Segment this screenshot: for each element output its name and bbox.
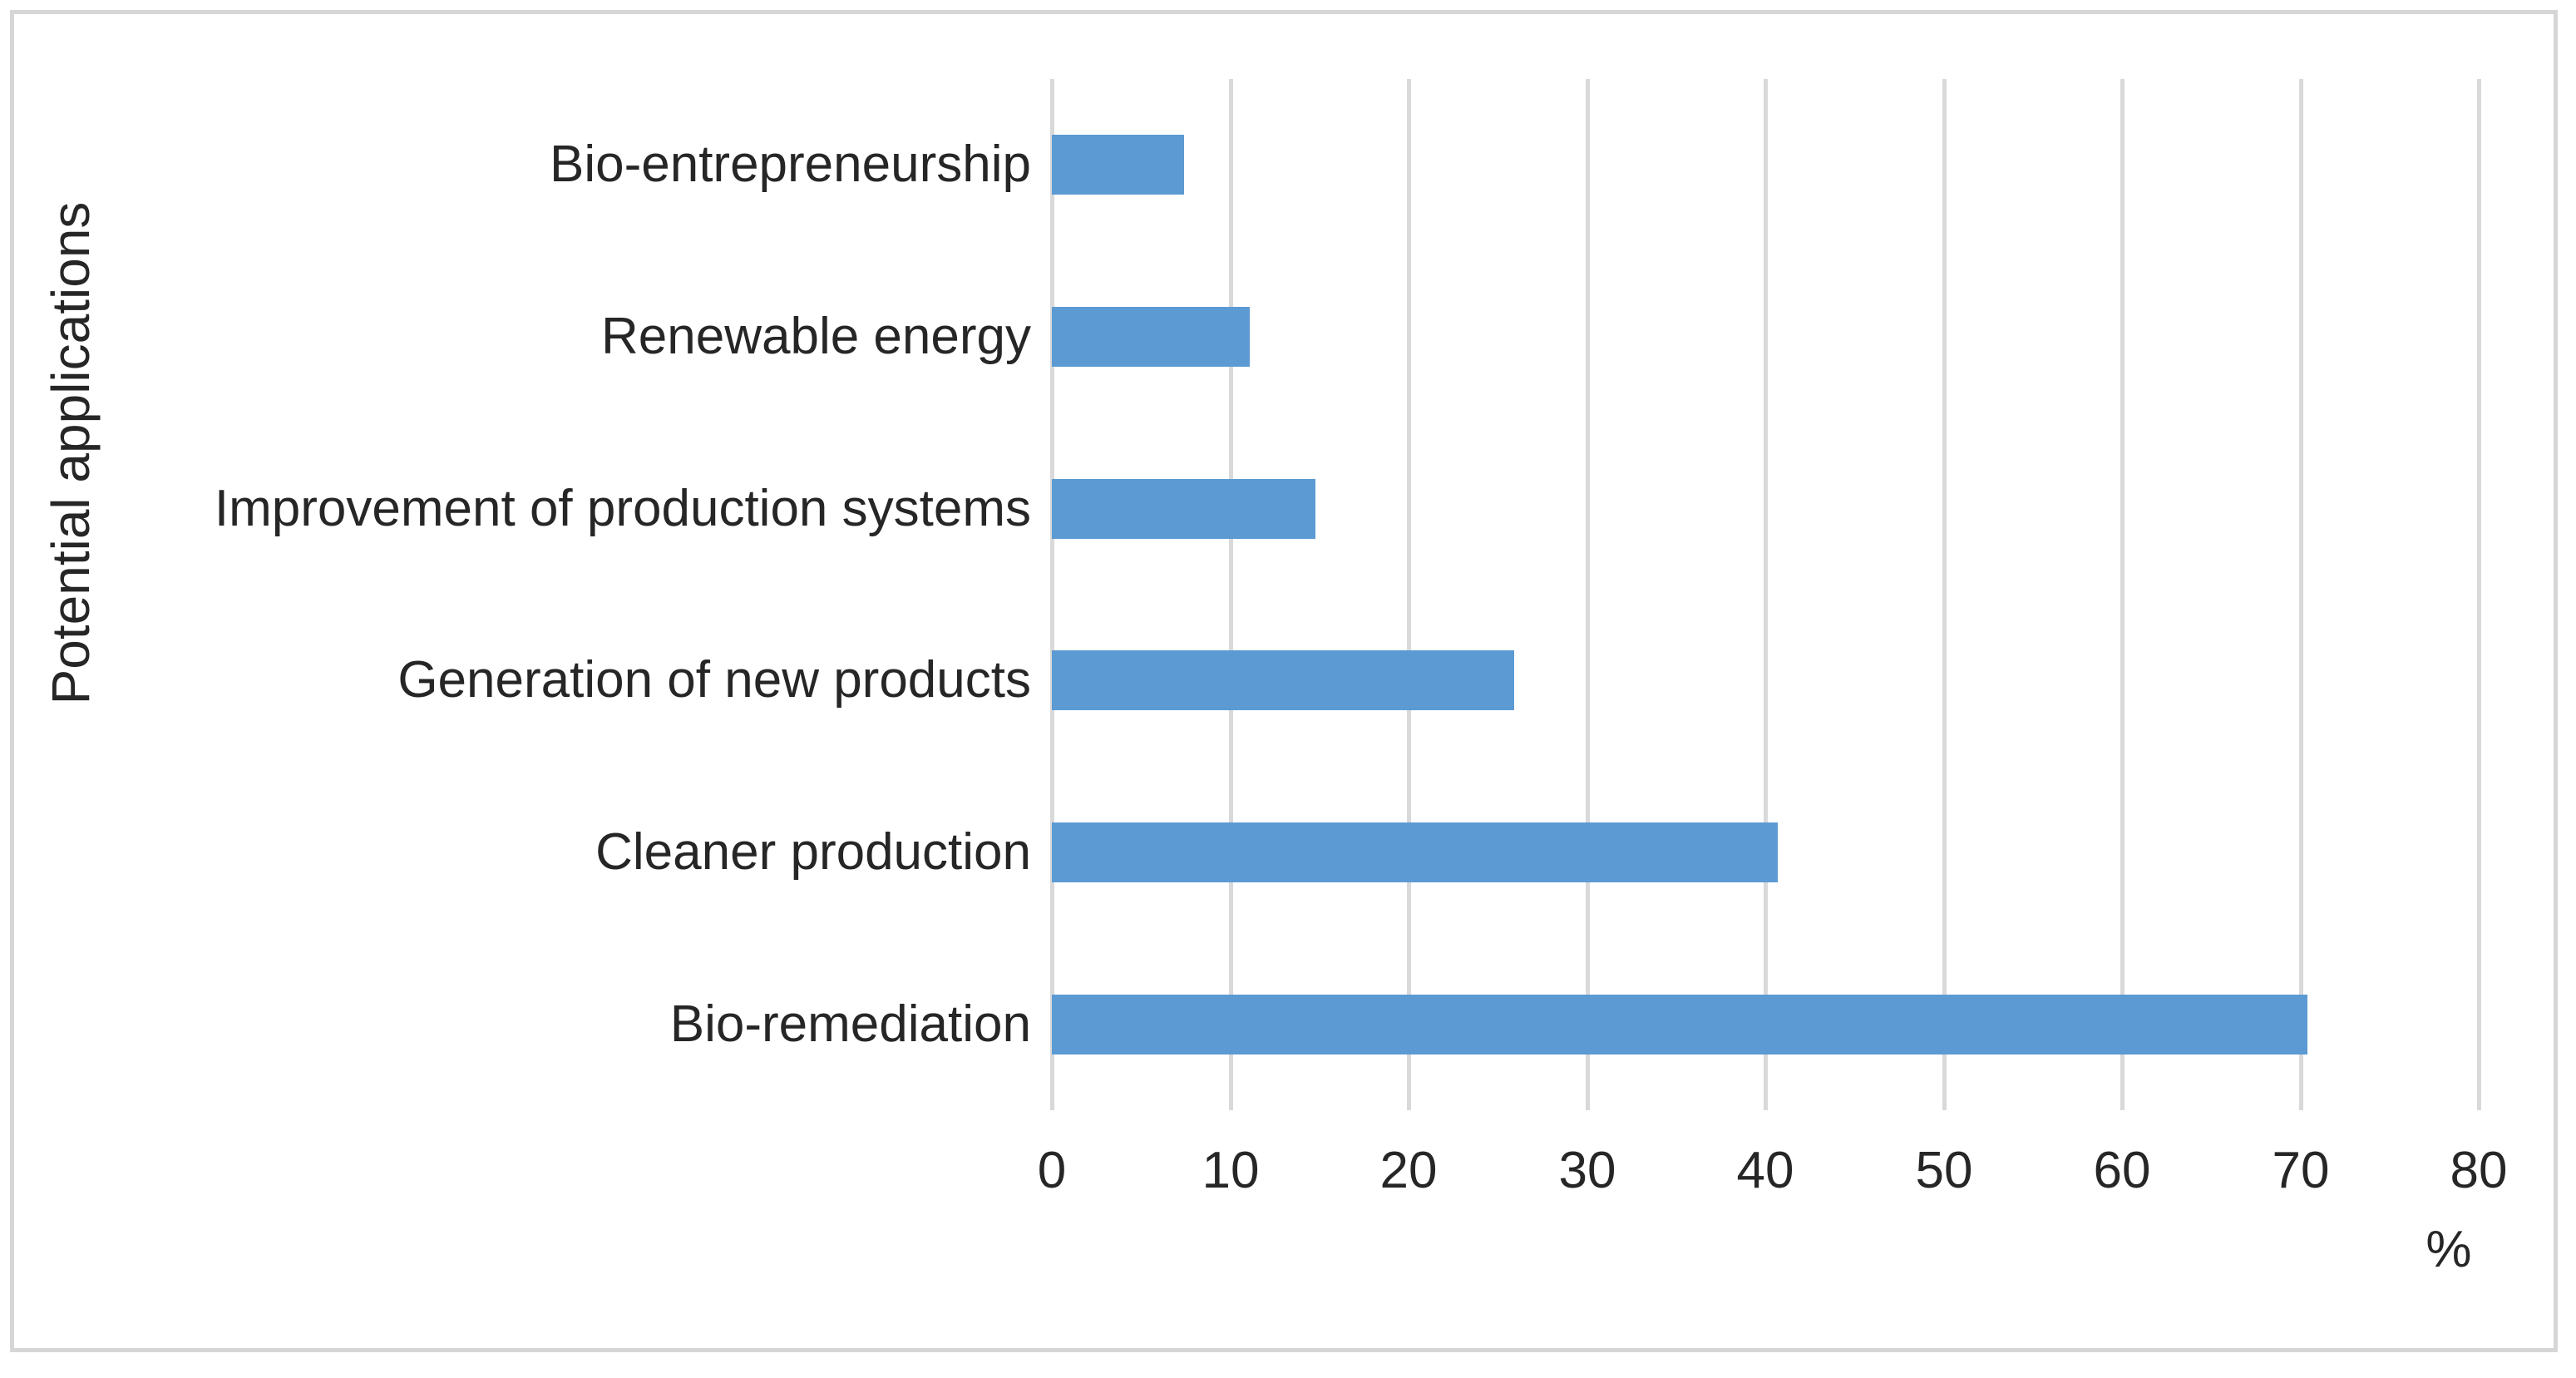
bar-bio-entrepreneurship: [1052, 135, 1184, 195]
bar-generation-of-new-products: [1052, 650, 1514, 710]
gridline-x-40: [1764, 79, 1768, 1110]
gridline-x-0: [1050, 79, 1054, 1110]
x-axis-unit-label: %: [2425, 1221, 2472, 1278]
bar-cleaner-production: [1052, 822, 1778, 882]
gridline-x-50: [1942, 79, 1947, 1110]
x-tick-label-10: 10: [1202, 1142, 1260, 1199]
bar-improvement-of-production-systems: [1052, 479, 1315, 539]
category-label-renewable-energy: Renewable energy: [600, 308, 1031, 365]
x-tick-label-0: 0: [1037, 1142, 1067, 1199]
x-tick-label-70: 70: [2272, 1142, 2330, 1199]
category-label-bio-remediation: Bio-remediation: [669, 995, 1031, 1053]
bar-bio-remediation: [1052, 995, 2307, 1054]
gridline-x-20: [1407, 79, 1411, 1110]
gridline-x-70: [2299, 79, 2303, 1110]
x-tick-label-40: 40: [1736, 1142, 1794, 1199]
category-labels-column: Bio-entrepreneurship Renewable energy Impr…: [0, 79, 1031, 1110]
x-tick-label-80: 80: [2450, 1142, 2508, 1199]
x-tick-label-50: 50: [1915, 1142, 1973, 1199]
x-axis-tick-labels: 0 10 20 30 40 50 60 70 80: [0, 1145, 2576, 1203]
category-label-cleaner-production: Cleaner production: [595, 823, 1031, 881]
x-tick-label-30: 30: [1558, 1142, 1616, 1199]
gridline-x-10: [1229, 79, 1233, 1110]
category-label-improvement-of-production-systems: Improvement of production systems: [214, 480, 1031, 537]
gridline-x-30: [1586, 79, 1590, 1110]
category-label-bio-entrepreneurship: Bio-entrepreneurship: [549, 136, 1031, 193]
gridline-x-60: [2120, 79, 2124, 1110]
plot-area: [1050, 79, 2481, 1110]
bar-renewable-energy: [1052, 307, 1250, 367]
category-label-generation-of-new-products: Generation of new products: [397, 651, 1031, 709]
gridline-x-80: [2477, 79, 2481, 1110]
x-tick-label-60: 60: [2093, 1142, 2151, 1199]
x-tick-label-20: 20: [1379, 1142, 1438, 1199]
